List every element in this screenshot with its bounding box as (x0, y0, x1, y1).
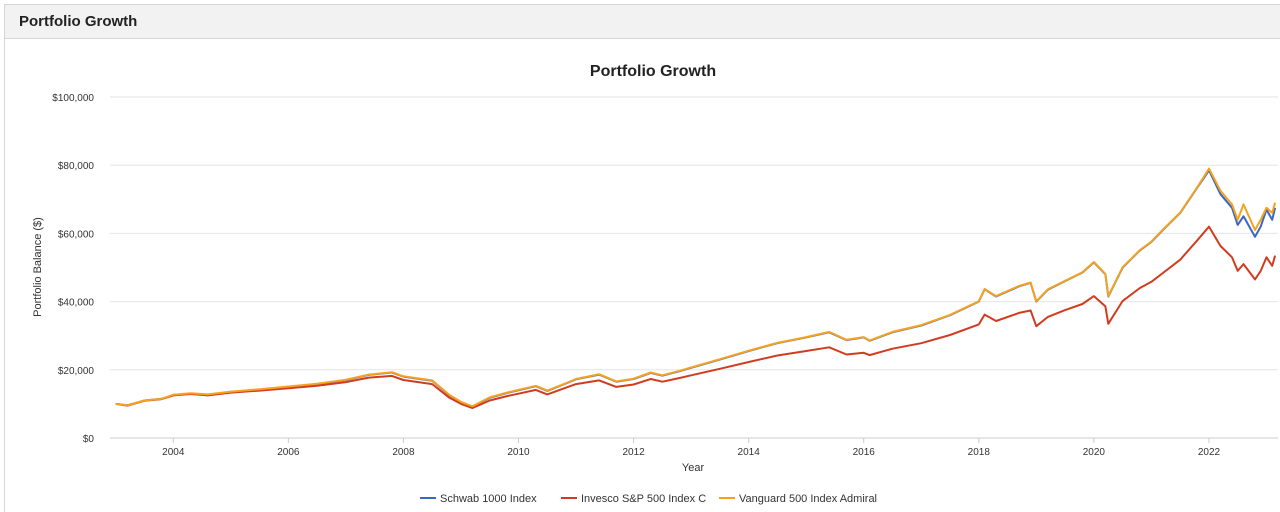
x-tick-label: 2004 (162, 447, 185, 458)
x-tick-label: 2008 (392, 447, 415, 458)
series-line-1 (115, 169, 1277, 408)
y-tick-label: $60,000 (58, 229, 95, 240)
x-tick-label: 2022 (1198, 447, 1221, 458)
legend-item-1[interactable]: Schwab 1000 Index (420, 493, 537, 505)
legend-label: Vanguard 500 Index Admiral (739, 493, 877, 505)
panel-header: Portfolio Growth (5, 5, 1280, 39)
legend: Schwab 1000 Index Invesco S&P 500 Index C… (420, 493, 877, 505)
x-tick-label: 2012 (622, 447, 645, 458)
x-tick-label: 2018 (968, 447, 991, 458)
chart-title: Portfolio Growth (590, 63, 716, 80)
y-tick-label: $40,000 (58, 298, 95, 309)
y-tick-label: $80,000 (58, 161, 95, 172)
series-layer (115, 167, 1277, 409)
panel-title: Portfolio Growth (19, 13, 138, 30)
x-tick-label: 2014 (738, 447, 761, 458)
x-axis-title: Year (682, 462, 705, 474)
y-tick-label: $100,000 (52, 93, 94, 104)
legend-label: Schwab 1000 Index (440, 493, 537, 505)
grid-layer (110, 96, 1278, 439)
x-tick-label: 2010 (507, 447, 530, 458)
series-line-2 (115, 225, 1277, 409)
y-tick-label: $20,000 (58, 366, 95, 377)
y-tick-label: $0 (83, 434, 95, 445)
legend-label: Invesco S&P 500 Index C (581, 493, 706, 505)
y-axis-title: Portfolio Balance ($) (32, 217, 44, 317)
x-tick-label: 2006 (277, 447, 300, 458)
series-line-3 (115, 167, 1277, 408)
axes-layer: $0 $20,000 $40,000 $60,000 $80,000 $100,000 20… (52, 93, 1220, 458)
x-tick-label: 2016 (853, 447, 876, 458)
legend-item-2[interactable]: Invesco S&P 500 Index C (561, 493, 706, 505)
legend-item-3[interactable]: Vanguard 500 Index Admiral (719, 493, 877, 505)
x-tick-label: 2020 (1083, 447, 1106, 458)
portfolio-growth-panel: Portfolio Growth (4, 4, 1280, 512)
